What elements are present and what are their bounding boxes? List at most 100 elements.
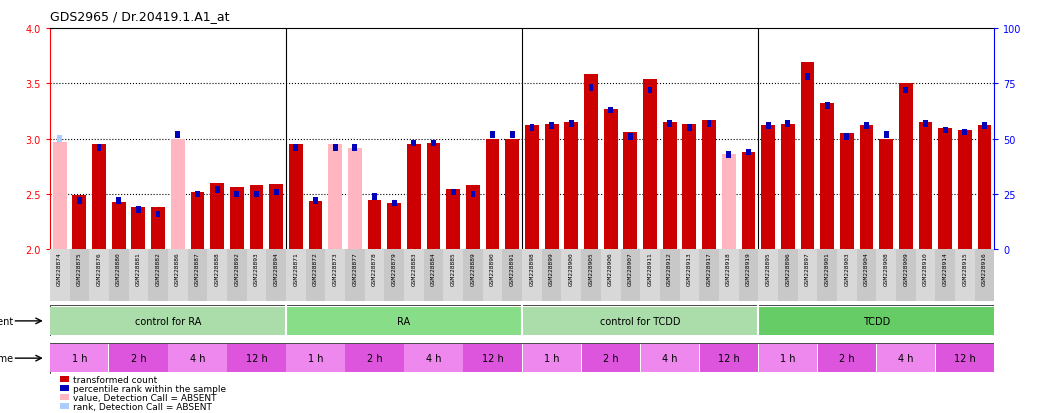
Bar [384, 250, 404, 301]
Text: GSM228911: GSM228911 [648, 252, 653, 285]
Text: GSM228883: GSM228883 [411, 252, 416, 285]
Bar [919, 123, 932, 250]
Bar [208, 250, 227, 301]
Bar [249, 186, 264, 250]
Bar [152, 208, 165, 250]
Bar [825, 103, 829, 109]
Bar [746, 150, 750, 156]
Text: GSM228872: GSM228872 [313, 252, 318, 285]
Text: GSM228906: GSM228906 [608, 252, 613, 285]
Bar [510, 132, 515, 138]
Text: GSM228900: GSM228900 [569, 252, 574, 285]
Text: 1 h: 1 h [544, 353, 559, 363]
Bar [663, 123, 677, 250]
Bar [938, 128, 952, 250]
Bar [483, 250, 502, 301]
Bar [549, 123, 554, 129]
Bar [545, 125, 558, 250]
Bar [805, 74, 810, 81]
Text: GDS2965 / Dr.20419.1.A1_at: GDS2965 / Dr.20419.1.A1_at [50, 10, 229, 23]
Text: GSM228876: GSM228876 [97, 252, 102, 285]
Bar [446, 189, 460, 250]
Text: GSM228888: GSM228888 [215, 252, 220, 285]
Bar [364, 250, 384, 301]
Bar [621, 250, 640, 301]
Bar [786, 121, 790, 127]
Bar [525, 126, 539, 250]
Bar [759, 307, 994, 335]
Bar [450, 189, 456, 196]
Bar [820, 104, 834, 250]
Bar [781, 125, 795, 250]
Bar [486, 140, 499, 250]
Bar [345, 250, 364, 301]
Bar [727, 152, 731, 158]
Bar [346, 344, 404, 373]
Bar [254, 191, 258, 198]
Bar [53, 143, 66, 250]
Bar [700, 344, 758, 373]
Bar [864, 123, 869, 129]
Bar [308, 201, 323, 250]
Text: GSM228878: GSM228878 [372, 252, 377, 285]
Bar [470, 191, 475, 198]
Text: GSM228894: GSM228894 [274, 252, 278, 285]
Bar [247, 250, 267, 301]
Bar [168, 344, 226, 373]
Bar [978, 126, 991, 250]
Bar [529, 125, 535, 132]
Text: GSM228886: GSM228886 [175, 252, 181, 285]
Bar [372, 194, 377, 200]
Text: 4 h: 4 h [662, 353, 678, 363]
Bar [407, 145, 420, 250]
Text: 2 h: 2 h [131, 353, 146, 363]
Text: GSM228910: GSM228910 [923, 252, 928, 285]
Bar [89, 250, 109, 301]
Text: GSM228879: GSM228879 [391, 252, 397, 285]
Bar [109, 250, 129, 301]
Bar [844, 134, 849, 140]
Bar [903, 88, 908, 94]
Bar [883, 132, 889, 138]
Bar [589, 85, 594, 92]
Bar [466, 186, 480, 250]
Text: GSM228877: GSM228877 [352, 252, 357, 285]
Text: GSM228891: GSM228891 [510, 252, 515, 285]
Bar [683, 125, 696, 250]
Bar [168, 250, 188, 301]
Bar [687, 125, 691, 132]
Text: GSM228881: GSM228881 [136, 252, 141, 285]
Text: value, Detection Call = ABSENT: value, Detection Call = ABSENT [73, 393, 216, 402]
Bar [522, 307, 758, 335]
Bar [739, 250, 758, 301]
Bar [628, 134, 633, 140]
Bar [211, 183, 224, 250]
Bar [856, 250, 876, 301]
Bar [667, 121, 673, 127]
Bar [464, 344, 522, 373]
Text: GSM228913: GSM228913 [687, 252, 692, 285]
Bar [73, 196, 86, 250]
Text: GSM228887: GSM228887 [195, 252, 200, 285]
Text: 4 h: 4 h [898, 353, 913, 363]
Text: 1 h: 1 h [780, 353, 795, 363]
Bar [229, 188, 244, 250]
Bar [136, 207, 141, 214]
Bar [109, 344, 167, 373]
Bar [777, 250, 797, 301]
Text: GSM228904: GSM228904 [864, 252, 869, 285]
Text: GSM228882: GSM228882 [156, 252, 161, 285]
Bar [624, 133, 637, 250]
Bar [955, 250, 975, 301]
Bar [542, 250, 562, 301]
Bar [640, 250, 660, 301]
Text: GSM228899: GSM228899 [549, 252, 554, 285]
Bar [680, 250, 700, 301]
Text: GSM228874: GSM228874 [57, 252, 62, 285]
Bar [896, 250, 916, 301]
Text: GSM228885: GSM228885 [450, 252, 456, 285]
Bar [975, 250, 994, 301]
Bar [562, 250, 581, 301]
Bar [936, 344, 994, 373]
Bar [707, 121, 711, 127]
